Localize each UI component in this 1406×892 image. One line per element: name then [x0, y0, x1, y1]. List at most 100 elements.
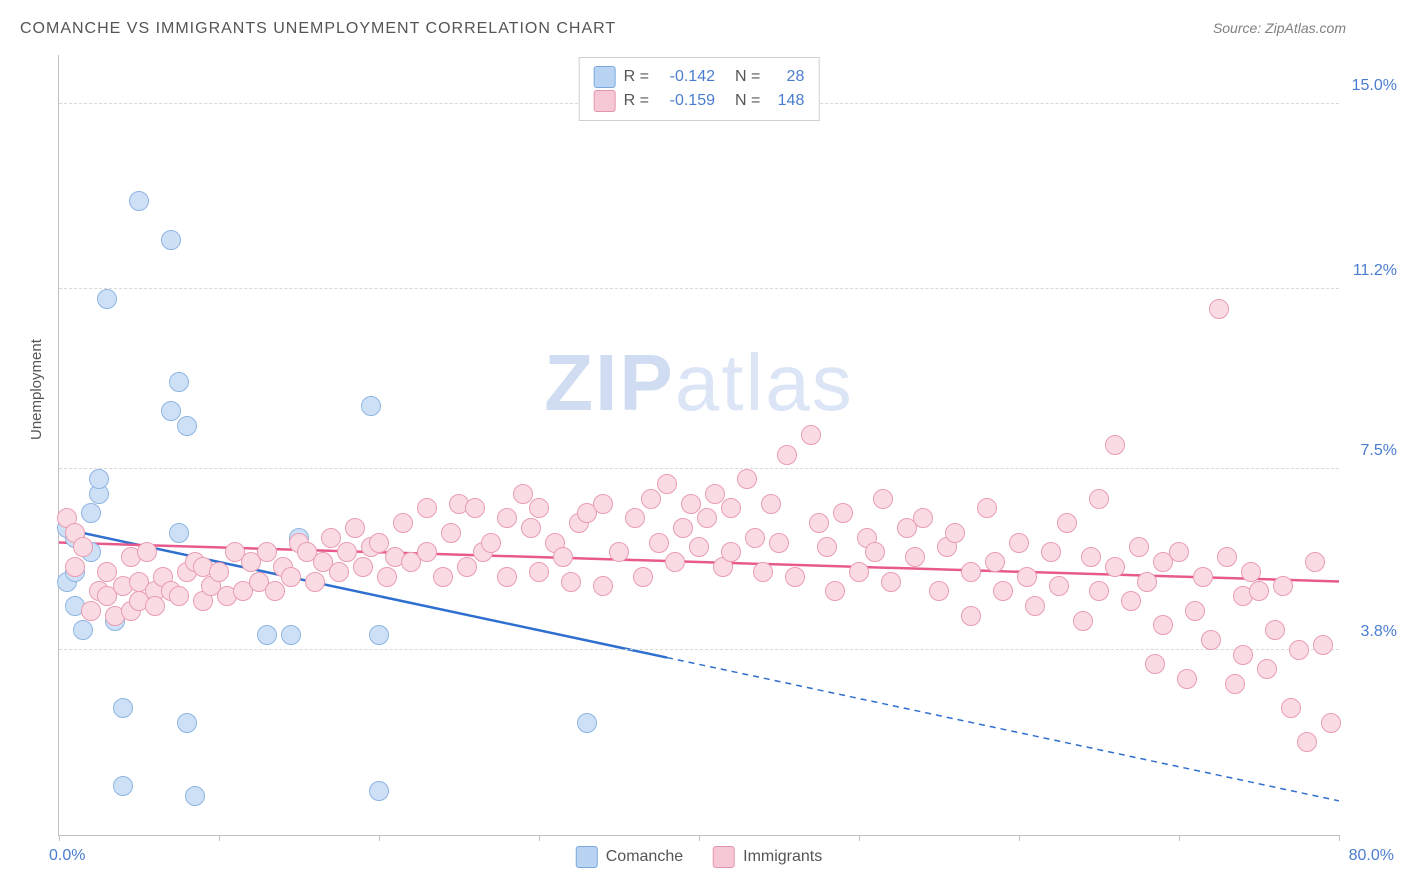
immigrants-point: [321, 528, 341, 548]
immigrants-point: [497, 567, 517, 587]
immigrants-point: [1241, 562, 1261, 582]
immigrants-point: [777, 445, 797, 465]
immigrants-point: [369, 533, 389, 553]
immigrants-point: [697, 508, 717, 528]
r-value: -0.159: [657, 92, 715, 110]
immigrants-point: [441, 523, 461, 543]
y-tick-label: 3.8%: [1361, 623, 1397, 641]
immigrants-point: [833, 503, 853, 523]
comanche-point: [161, 401, 181, 421]
immigrants-point: [1057, 513, 1077, 533]
immigrants-point: [81, 601, 101, 621]
immigrants-point: [417, 542, 437, 562]
x-tick: [859, 835, 860, 841]
immigrants-point: [1305, 552, 1325, 572]
immigrants-point: [633, 567, 653, 587]
immigrants-point: [1105, 435, 1125, 455]
immigrants-point: [1153, 615, 1173, 635]
r-label: R =: [624, 92, 649, 110]
comanche-point: [73, 620, 93, 640]
immigrants-point: [593, 576, 613, 596]
legend-swatch: [713, 846, 735, 868]
immigrants-point: [553, 547, 573, 567]
comanche-point: [97, 289, 117, 309]
immigrants-point: [73, 537, 93, 557]
gridline: [59, 649, 1339, 650]
immigrants-point: [1049, 576, 1069, 596]
x-axis-min-label: 0.0%: [49, 847, 85, 865]
immigrants-point: [1121, 591, 1141, 611]
immigrants-point: [257, 542, 277, 562]
immigrants-point: [209, 562, 229, 582]
comanche-point: [281, 625, 301, 645]
x-axis-max-label: 80.0%: [1349, 847, 1394, 865]
watermark: ZIPatlas: [544, 337, 853, 429]
immigrants-point: [769, 533, 789, 553]
immigrants-point: [1265, 620, 1285, 640]
x-tick: [379, 835, 380, 841]
immigrants-point: [481, 533, 501, 553]
immigrants-point: [785, 567, 805, 587]
series-legend: Comanche Immigrants: [576, 846, 823, 868]
immigrants-point: [1209, 299, 1229, 319]
immigrants-point: [1081, 547, 1101, 567]
immigrants-point: [305, 572, 325, 592]
immigrants-point: [1025, 596, 1045, 616]
immigrants-point: [1185, 601, 1205, 621]
immigrants-point: [1233, 645, 1253, 665]
immigrants-point: [1137, 572, 1157, 592]
immigrants-point: [145, 596, 165, 616]
immigrants-point: [745, 528, 765, 548]
legend-row-comanche: R =-0.142N =28: [594, 66, 805, 88]
immigrants-point: [913, 508, 933, 528]
x-tick: [1179, 835, 1180, 841]
immigrants-point: [961, 562, 981, 582]
immigrants-point: [1257, 659, 1277, 679]
r-label: R =: [624, 68, 649, 86]
immigrants-point: [265, 581, 285, 601]
immigrants-point: [497, 508, 517, 528]
legend-label: Immigrants: [743, 848, 822, 866]
immigrants-point: [1193, 567, 1213, 587]
comanche-point: [369, 781, 389, 801]
immigrants-point: [761, 494, 781, 514]
immigrants-point: [1017, 567, 1037, 587]
n-label: N =: [735, 68, 760, 86]
immigrants-point: [1041, 542, 1061, 562]
legend-swatch: [594, 66, 616, 88]
gridline: [59, 468, 1339, 469]
immigrants-point: [721, 498, 741, 518]
immigrants-point: [1201, 630, 1221, 650]
comanche-point: [113, 698, 133, 718]
immigrants-point: [961, 606, 981, 626]
immigrants-point: [1217, 547, 1237, 567]
immigrants-point: [993, 581, 1013, 601]
immigrants-point: [1089, 581, 1109, 601]
immigrants-point: [281, 567, 301, 587]
x-tick: [59, 835, 60, 841]
x-tick: [1339, 835, 1340, 841]
legend-item-comanche: Comanche: [576, 846, 683, 868]
legend-item-immigrants: Immigrants: [713, 846, 822, 868]
comanche-point: [113, 776, 133, 796]
immigrants-point: [457, 557, 477, 577]
legend-label: Comanche: [606, 848, 683, 866]
immigrants-point: [681, 494, 701, 514]
source-attribution: Source: ZipAtlas.com: [1213, 20, 1346, 36]
immigrants-point: [625, 508, 645, 528]
immigrants-point: [593, 494, 613, 514]
immigrants-point: [1297, 732, 1317, 752]
immigrants-point: [1177, 669, 1197, 689]
x-tick: [219, 835, 220, 841]
chart-title: COMANCHE VS IMMIGRANTS UNEMPLOYMENT CORR…: [20, 20, 616, 38]
immigrants-point: [737, 469, 757, 489]
comanche-point: [89, 469, 109, 489]
immigrants-point: [721, 542, 741, 562]
x-tick: [699, 835, 700, 841]
y-tick-label: 15.0%: [1352, 77, 1397, 95]
immigrants-point: [1145, 654, 1165, 674]
immigrants-point: [657, 474, 677, 494]
immigrants-point: [1321, 713, 1341, 733]
correlation-legend: R =-0.142N =28R =-0.159N =148: [579, 57, 820, 121]
immigrants-point: [817, 537, 837, 557]
